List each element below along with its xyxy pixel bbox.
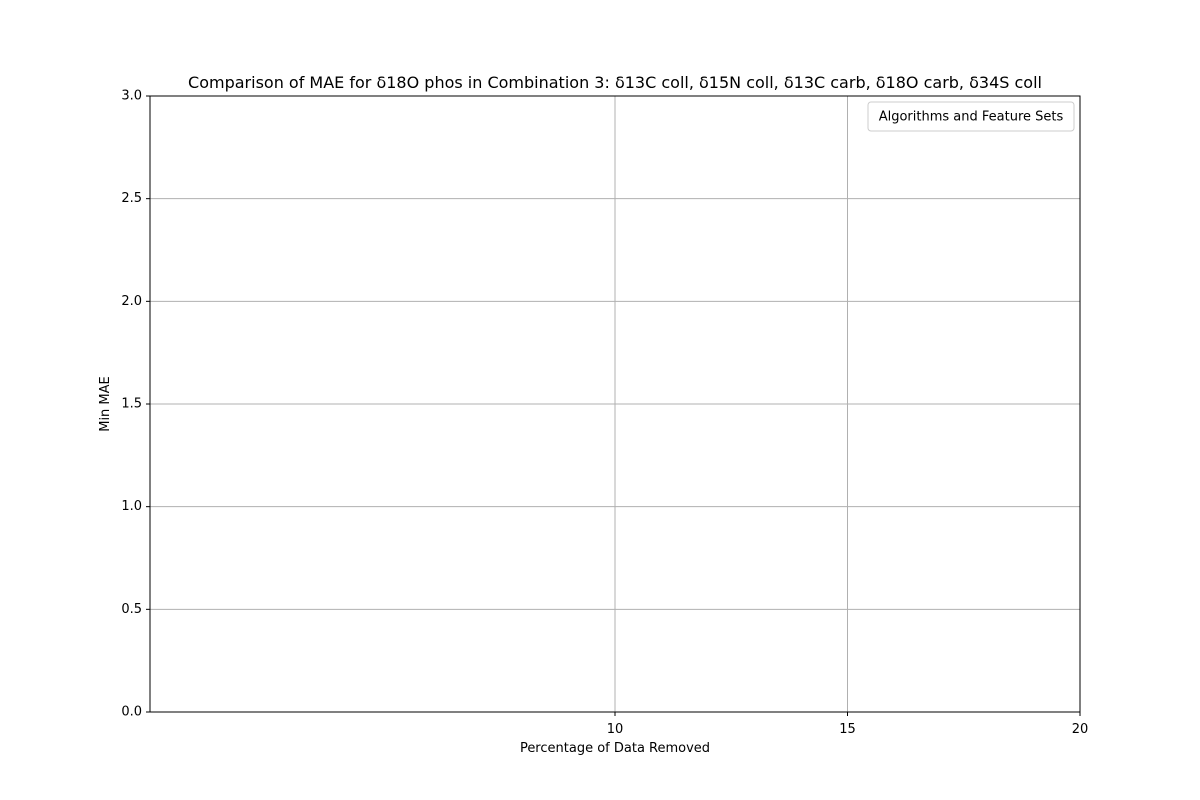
legend-box bbox=[867, 101, 1075, 132]
y-tick-label: 2.5 bbox=[121, 191, 142, 206]
x-tick-label: 15 bbox=[839, 722, 856, 737]
x-axis-label: Percentage of Data Removed bbox=[520, 741, 710, 756]
y-tick-label: 1.5 bbox=[121, 397, 142, 412]
chart-title: Comparison of MAE for δ18O phos in Combi… bbox=[188, 73, 1042, 92]
y-axis-label: Min MAE bbox=[98, 376, 113, 432]
y-tick-label: 1.0 bbox=[121, 499, 142, 514]
x-axis-ticks: 10 15 20 bbox=[607, 712, 1089, 737]
y-axis-ticks: 0.0 0.5 1.0 1.5 2.0 2.5 3.0 bbox=[121, 89, 150, 720]
y-tick-label: 0.5 bbox=[121, 602, 142, 617]
x-tick-label: 10 bbox=[607, 722, 624, 737]
y-tick-label: 2.0 bbox=[121, 294, 142, 309]
y-tick-label: 0.0 bbox=[121, 705, 142, 720]
legend-title: Algorithms and Feature Sets bbox=[879, 110, 1064, 125]
x-tick-label: 20 bbox=[1072, 722, 1089, 737]
y-tick-label: 3.0 bbox=[121, 89, 142, 104]
legend: Algorithms and Feature Sets bbox=[867, 101, 1075, 132]
